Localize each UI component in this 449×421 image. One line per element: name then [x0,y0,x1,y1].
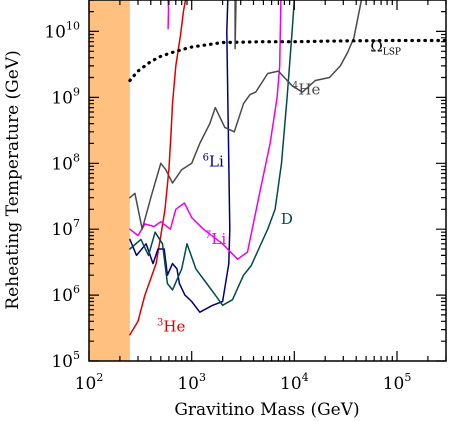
series-label-1: 6Li [203,152,224,170]
plot-area [89,0,446,361]
series-line-3 [129,0,296,307]
x-axis-title: Gravitino Mass (GeV) [174,400,359,420]
y-tick-label-1: 106 [51,283,80,306]
series-line-0 [129,0,187,336]
series-line-2 [129,0,282,260]
series-label-5: ΩLSP [370,37,401,57]
y-tick-label-3: 108 [51,151,80,174]
x-tick-label-0: 102 [75,371,104,394]
x-tick-label-1: 103 [177,371,206,394]
y-axis-title: Reheating Temperature (GeV) [3,50,23,309]
series-line-5 [128,38,446,83]
series-line-7 [234,0,237,50]
y-tick-label-5: 1010 [44,19,80,42]
series-label-0: 3He [157,318,185,336]
excluded-region [89,0,130,361]
y-tick-label-2: 107 [51,217,80,240]
series-line-4 [129,0,363,230]
y-tick-label-0: 105 [51,349,80,372]
x-tick-label-3: 105 [383,371,412,394]
series-line-1 [129,0,231,313]
series-label-2: 7Li [205,230,226,248]
y-tick-label-4: 109 [51,85,80,108]
plot-frame [88,0,447,362]
series-label-3: D [281,210,293,228]
x-tick-label-2: 104 [280,371,309,394]
series-label-4: 4He [292,81,320,99]
